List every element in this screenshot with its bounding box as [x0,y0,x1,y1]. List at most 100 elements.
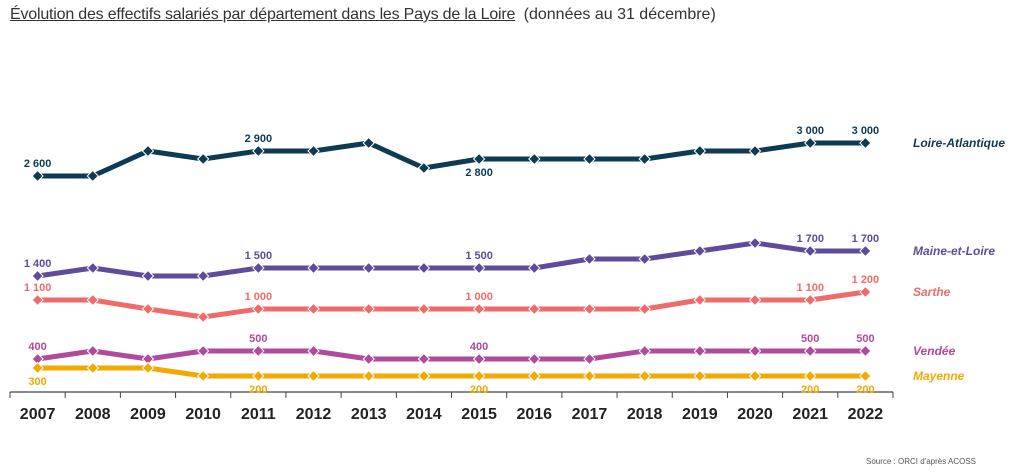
data-label: 400 [28,341,46,353]
data-point [693,144,707,158]
data-point [362,352,375,366]
data-point [196,152,210,166]
data-point [528,352,541,366]
data-point [141,269,155,283]
data-point [307,369,320,383]
data-point [196,269,210,283]
data-label: 1 700 [852,233,880,245]
source-note: Source : ORCI d'après ACOSS [865,457,976,466]
x-tick-label: 2011 [241,406,276,423]
data-label: 400 [470,341,488,353]
data-label: 1 100 [24,282,52,294]
data-point [86,361,99,375]
data-point [417,369,431,383]
data-point [583,252,596,266]
data-point [859,285,872,299]
data-point [804,344,817,358]
data-point [31,169,44,183]
data-point [31,361,44,375]
data-label: 2 800 [465,167,493,179]
data-point [583,352,596,366]
data-point [528,302,541,316]
data-point [252,261,265,275]
data-label: 1 100 [796,282,824,294]
data-label: 1 700 [796,233,824,245]
data-point [583,369,596,383]
data-point [252,344,265,358]
chart-subtitle: (données au 31 décembre) [523,6,716,23]
data-point [252,144,265,158]
series-line-0 [35,140,868,179]
data-label: 1 200 [852,274,880,286]
data-point [583,152,596,166]
data-point [748,236,762,250]
x-tick-label: 2019 [682,406,718,423]
data-point [693,293,707,307]
series-line-1 [35,240,868,279]
x-tick-label: 2014 [406,406,442,423]
data-label: 300 [28,376,46,388]
data-point [252,302,265,316]
data-point [31,269,44,283]
data-point [804,244,817,258]
data-point [86,261,99,275]
data-point [362,261,375,275]
legend-label-0: Loire-Atlantique [913,136,1005,150]
data-point [748,369,762,383]
data-point [748,344,762,358]
series-line-3 [35,348,868,362]
x-tick-label: 2016 [516,406,552,423]
data-point [748,144,762,158]
data-point [307,302,320,316]
chart-title: Évolution des effectifs salariés par dép… [10,6,516,23]
data-point [196,369,210,383]
data-point [693,244,707,258]
data-label: 200 [801,384,819,396]
data-point [417,302,431,316]
data-point [86,344,99,358]
data-point [252,369,265,383]
data-point [196,344,210,358]
data-point [693,369,707,383]
data-point [528,369,541,383]
data-label: 200 [249,384,267,396]
data-point [362,302,375,316]
data-label: 1 000 [245,291,273,303]
data-point [31,293,44,307]
data-point [804,136,817,150]
data-label: 2 600 [24,158,52,170]
x-tick-label: 2020 [737,406,773,423]
data-point [472,261,486,275]
data-label: 200 [470,384,488,396]
series-line-2 [35,289,868,320]
data-label: 1 500 [245,250,273,262]
data-point [859,344,872,358]
x-tick-label: 2013 [351,406,387,423]
x-tick-label: 2015 [461,406,497,423]
data-label: 3 000 [852,125,880,137]
data-point [362,369,375,383]
data-label: 500 [249,333,267,345]
data-point [362,136,375,150]
x-tick-label: 2008 [75,406,111,423]
data-point [141,361,155,375]
chart-title-block: Évolution des effectifs salariés par dép… [10,6,716,24]
data-label: 500 [856,333,874,345]
legend-label-1: Maine-et-Loire [913,244,995,258]
data-point [528,152,541,166]
data-point [804,293,817,307]
data-point [638,252,651,266]
x-tick-label: 2017 [572,406,608,423]
x-tick-label: 2021 [792,406,828,423]
data-label: 500 [801,333,819,345]
data-label: 200 [856,384,874,396]
data-point [859,136,872,150]
data-point [141,144,155,158]
data-point [472,152,486,166]
data-point [748,293,762,307]
x-tick-label: 2010 [185,406,221,423]
data-label: 1 400 [24,258,52,270]
data-point [638,344,651,358]
data-point [859,244,872,258]
data-point [417,352,431,366]
